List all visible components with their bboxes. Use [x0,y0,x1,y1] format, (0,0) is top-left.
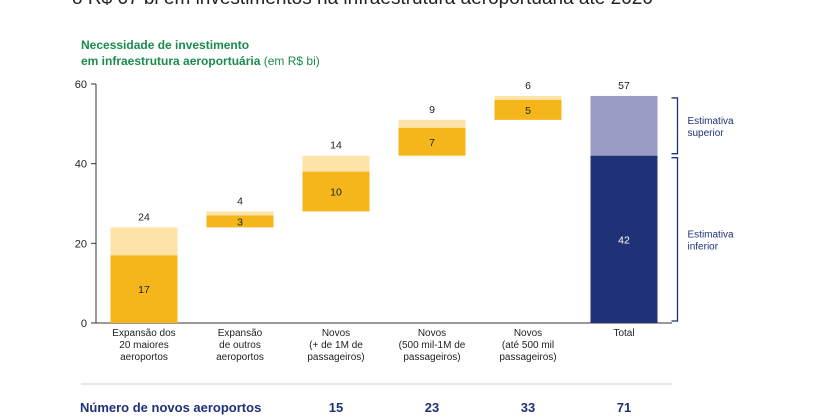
estimate-bracket [671,157,679,322]
bar-upper-segment [494,95,562,100]
estimate-bracket [671,97,679,155]
x-category-label: (500 mil-1M de [399,340,466,351]
cut-off-headline: o R$ 67 bi em investimentos na infraestr… [72,0,653,10]
bar-lower-segment [590,155,658,323]
chart-title-line1: Necessidade de investimento [81,38,250,52]
x-category-label: Expansão dos [112,328,175,339]
bar-upper-segment [590,95,658,156]
x-category-label: Novos [514,328,542,339]
bar-lower-segment [206,215,274,228]
x-category-label: Novos [322,328,350,339]
bar-upper-label: 57 [618,80,630,92]
bar-upper-label: 6 [525,80,531,92]
bar-lower-label: 3 [237,216,243,228]
footer-value: 71 [617,400,631,415]
bar-lower-segment [110,255,178,323]
bar-upper-label: 24 [138,211,150,223]
bar-upper-segment [398,119,466,128]
y-tick-label: 60 [75,79,87,91]
chart-title: Necessidade de investimento em infraestr… [81,37,320,69]
bar-upper-label: 4 [237,195,243,207]
bar-lower-label: 7 [429,137,435,149]
estimate-bracket-label: inferior [688,241,719,252]
y-tick-label: 40 [75,159,87,171]
x-category-label: (+ de 1M de [309,340,363,351]
estimate-bracket-label: Estimativa [688,229,735,240]
x-category-label: de outros [219,340,261,351]
bar-upper-segment [110,227,178,256]
y-tick-label: 20 [75,238,87,250]
x-category-label: Expansão [218,328,263,339]
x-category-label: aeroportos [120,352,168,363]
bar-upper-segment [206,211,274,216]
bar-lower-segment [398,127,466,156]
bar-lower-label: 17 [138,284,150,296]
bar-upper-segment [302,155,370,172]
x-category-label: (até 500 mil [502,340,554,351]
chart-title-line2: em infraestrutura aeroportuária [81,54,261,68]
x-category-label: Total [613,328,634,339]
x-category-label: passageiros) [307,352,364,363]
footer-value: 15 [329,400,343,415]
bar-upper-label: 9 [429,104,435,116]
y-tick-label: 0 [81,318,87,330]
bar-lower-label: 5 [525,105,531,117]
chart-title-unit: (em R$ bi) [263,54,320,68]
x-category-label: passageiros) [499,352,556,363]
x-category-label: Novos [418,328,446,339]
estimate-bracket-label: superior [688,128,725,139]
estimate-bracket-label: Estimativa [688,116,735,127]
bar-upper-label: 14 [330,140,342,152]
bar-lower-segment [494,99,562,120]
bar-lower-segment [302,171,370,212]
footer-label: Número de novos aeroportos [80,400,261,415]
x-category-label: aeroportos [216,352,264,363]
bar-lower-label: 42 [618,234,630,246]
x-category-label: 20 maiores [119,340,168,351]
bar-lower-label: 10 [330,187,342,199]
footer-value: 33 [521,400,535,415]
x-category-label: passageiros) [403,352,460,363]
footer-value: 23 [425,400,439,415]
